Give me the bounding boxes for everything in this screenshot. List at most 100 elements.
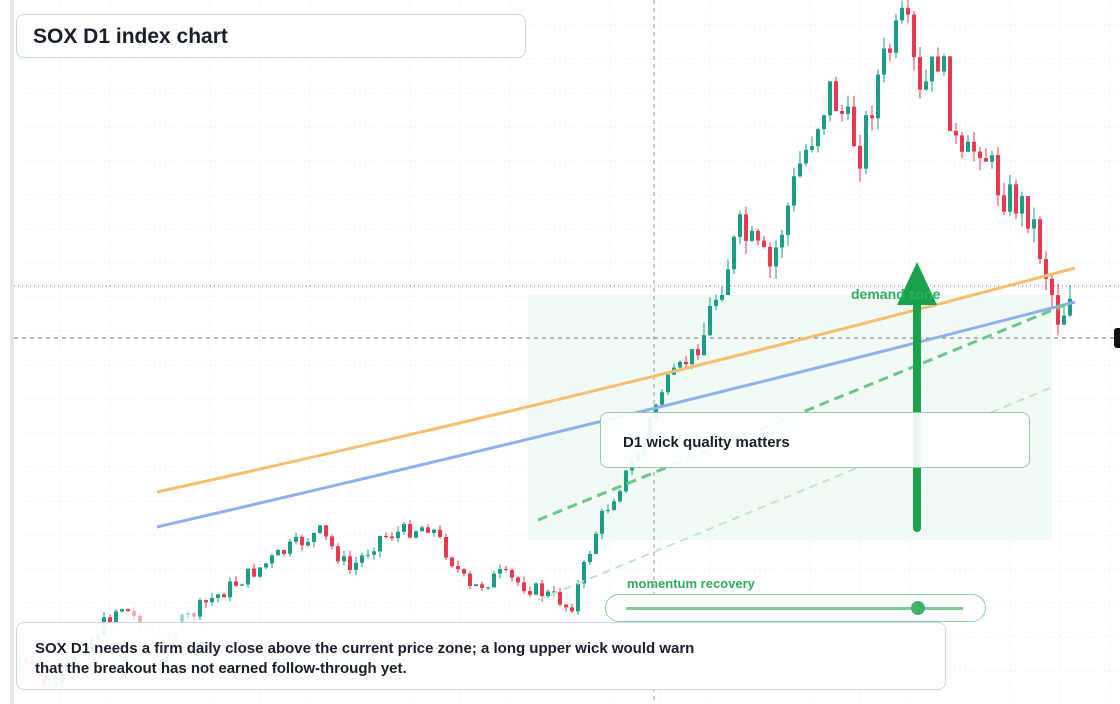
candle-body [858,146,862,169]
candle-body [360,555,364,563]
slider-track [626,607,963,610]
candle-body [408,524,412,538]
zone-label: demand zone [851,286,941,302]
candle-body [1032,219,1036,229]
candle-body [192,613,196,617]
candle-body [594,533,598,554]
candle-body [462,569,466,574]
candle-body [696,349,700,356]
candle-body [324,525,328,537]
candle-body [582,561,586,584]
candle-body [294,536,298,542]
candle-body [570,607,574,612]
candle-body [732,236,736,270]
candle-body [480,584,484,588]
candle-body [426,527,430,533]
candle-body [372,551,376,555]
candle-body [288,541,292,554]
candle-body [432,529,436,533]
candle-body [366,554,370,556]
candle-body [762,240,766,247]
candle-body [936,56,940,72]
candle-body [558,592,562,605]
candle-body [108,617,112,624]
candle-body [546,591,550,597]
candle-body [258,567,262,577]
candle-body [486,587,490,589]
candle-body [924,81,928,90]
candle-body [816,129,820,147]
candle-body [780,234,784,248]
candle-body [714,299,718,306]
candle-body [654,404,658,418]
candle-body [930,56,934,82]
candle-body [186,613,190,615]
candle-body [726,269,730,295]
candle-body [900,7,904,21]
candle-body [774,247,778,267]
slider[interactable] [605,594,986,622]
left-edge [10,0,14,704]
note: SOX D1 needs a firm daily close above th… [16,622,946,690]
candle-body [840,110,844,114]
candle-body [246,568,250,585]
candle-body [354,562,358,570]
candle-body [492,573,496,588]
candle-body [852,106,856,147]
candle-body [684,361,688,365]
slider-knob[interactable] [911,601,925,615]
candle-body [306,541,310,546]
slider-label: momentum recovery [627,576,755,591]
note-text: SOX D1 needs a firm daily close above th… [35,640,695,677]
candle-body [894,20,898,53]
title: SOX D1 index chart [16,14,526,58]
candle-body [990,155,994,162]
candle-body [510,569,514,578]
candle-body [846,106,850,114]
candle-body [666,374,670,393]
candle-body [468,573,472,587]
candle-body [948,56,952,131]
candle-body [606,510,610,512]
candle-body [750,230,754,241]
candle-body [828,81,832,116]
candle-body [792,176,796,206]
candle-body [744,214,748,241]
candle-body [126,609,130,612]
candle-body [1050,278,1054,296]
candle-body [1038,219,1042,260]
candle-body [912,14,916,58]
candle-body [588,553,592,562]
candle-body [888,48,892,53]
candle-body [624,470,628,492]
candle-body [450,557,454,567]
candle-body [738,214,742,237]
candle-body [834,81,838,111]
candle-body [396,531,400,539]
candle-body [204,600,208,603]
candle-body [1020,196,1024,214]
candle-body [768,246,772,267]
candle-body [282,549,286,554]
candle-body [600,510,604,534]
candle-body [252,568,256,577]
candle-body [804,149,808,164]
candle-body [660,392,664,405]
candle-body [702,335,706,356]
candle-body [540,583,544,597]
candle-body [1056,295,1060,325]
candle-body [552,591,556,593]
candle-body [996,155,1000,196]
candle-body [456,566,460,570]
candle-body [390,536,394,539]
candle-body [534,583,538,595]
candle-body [444,536,448,558]
candle-body [864,115,868,169]
candle-body [960,135,964,152]
candle-body [720,294,724,300]
candle-body [576,583,580,612]
candle-body [474,584,478,587]
candle-body [516,577,520,583]
candle-body [234,581,238,586]
